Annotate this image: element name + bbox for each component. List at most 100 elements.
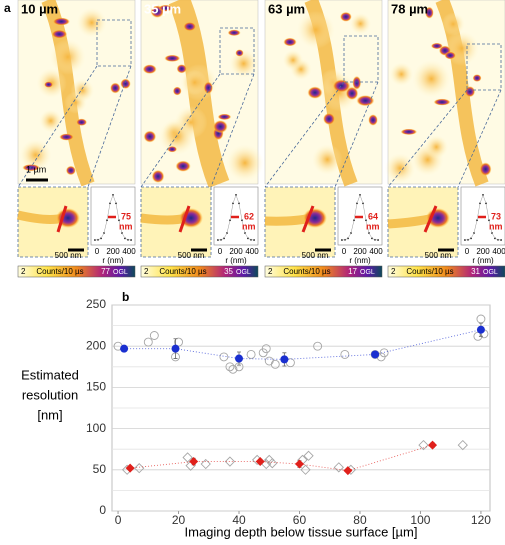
data-point <box>264 356 274 366</box>
colorbar-label: Counts/10 µs <box>406 267 453 276</box>
spine <box>51 29 68 39</box>
data-point <box>235 354 244 363</box>
zoom-box <box>219 27 255 75</box>
inset-scale-label: 500 nm <box>55 251 82 260</box>
spine <box>352 75 362 90</box>
profile-curve <box>217 194 255 241</box>
scale-bar-label: 1 µm <box>26 164 46 174</box>
spine <box>472 74 482 82</box>
spine <box>176 64 187 74</box>
data-point <box>120 344 129 353</box>
profile-dot <box>253 239 255 241</box>
colorbar-min: 2 <box>268 267 273 276</box>
resolution-unit: nm <box>242 221 256 231</box>
y-axis-label: Estimated <box>21 367 79 382</box>
profile-curve <box>94 194 132 241</box>
depth-label: 78 µm <box>391 1 428 16</box>
data-point <box>270 359 280 369</box>
haze <box>389 62 414 87</box>
profile-axis-label: r (nm) <box>102 256 124 265</box>
data-point <box>125 463 135 473</box>
zoom-box <box>466 43 502 91</box>
data-point <box>267 458 278 469</box>
spine <box>323 112 336 125</box>
data-point <box>428 440 438 450</box>
spine <box>120 78 131 89</box>
colorbar <box>17 265 136 278</box>
profile-cut <box>56 205 68 233</box>
spine <box>345 86 359 100</box>
depth-label: 63 µm <box>268 1 305 16</box>
haze <box>39 109 63 133</box>
spine <box>151 169 165 183</box>
profile-tick: 200 <box>229 247 243 256</box>
colorbar-min: 2 <box>391 267 396 276</box>
profile-dot <box>130 239 132 241</box>
colorbar-tag: OGL <box>113 269 128 276</box>
depth-label: 10 µm <box>21 1 58 16</box>
data-point <box>333 462 344 473</box>
data-point <box>200 458 211 470</box>
data-point <box>219 352 229 362</box>
profile-tick: 400 <box>492 247 505 256</box>
spine <box>110 82 121 94</box>
resolution-value: 73 <box>491 211 501 221</box>
spine <box>444 51 456 60</box>
x-tick-label: 100 <box>410 513 430 527</box>
spine <box>76 118 87 126</box>
profile-tick: 0 <box>218 247 223 256</box>
data-point <box>228 364 238 374</box>
profile-tick: 400 <box>245 247 259 256</box>
x-tick-label: 60 <box>293 513 307 527</box>
zoom-box <box>343 35 379 83</box>
spine <box>167 146 178 153</box>
colorbar-max: 77 <box>101 267 110 276</box>
data-point <box>379 348 389 358</box>
haze <box>412 59 451 98</box>
y-tick-label: 0 <box>99 503 106 517</box>
inset-scale-label: 500 nm <box>425 251 452 260</box>
haze <box>282 49 304 71</box>
profile-tick: 200 <box>353 247 367 256</box>
haze <box>226 144 264 182</box>
spine <box>142 64 157 74</box>
spine <box>172 86 182 96</box>
profile-cut <box>178 205 191 233</box>
spine <box>217 113 232 120</box>
data-point <box>246 349 256 359</box>
data-point <box>261 344 271 354</box>
spine <box>283 37 297 47</box>
haze <box>384 153 416 184</box>
colorbar-label: Counts/10 µs <box>159 267 206 276</box>
spine <box>52 17 70 26</box>
profile-tick: 400 <box>369 247 383 256</box>
colorbar <box>387 265 505 278</box>
spine <box>430 42 443 50</box>
data-point <box>143 337 153 347</box>
profile-tick: 0 <box>465 247 470 256</box>
x-tick-label: 80 <box>353 513 367 527</box>
resolution-unit: nm <box>119 221 133 231</box>
colorbar-max: 35 <box>224 267 233 276</box>
haze <box>50 39 86 75</box>
inset-scale-label: 500 nm <box>302 251 329 260</box>
spine <box>65 165 76 176</box>
spine <box>44 81 54 88</box>
y-axis-label: resolution <box>22 387 78 402</box>
spine <box>332 79 351 93</box>
profile-dot <box>341 239 343 241</box>
haze <box>441 12 465 36</box>
resolution-unit: nm <box>366 221 380 231</box>
y-tick-label: 250 <box>86 297 106 311</box>
x-axis-label: Imaging depth below tissue surface [µm] <box>185 524 418 539</box>
data-point <box>224 456 236 467</box>
profile-curve <box>464 194 502 241</box>
profile-tick: 200 <box>476 247 490 256</box>
data-point <box>149 331 159 340</box>
colorbar-min: 2 <box>144 267 149 276</box>
haze <box>349 12 372 35</box>
haze <box>76 7 107 38</box>
spine <box>464 86 476 98</box>
profile-tick: 0 <box>342 247 347 256</box>
haze <box>296 10 335 49</box>
